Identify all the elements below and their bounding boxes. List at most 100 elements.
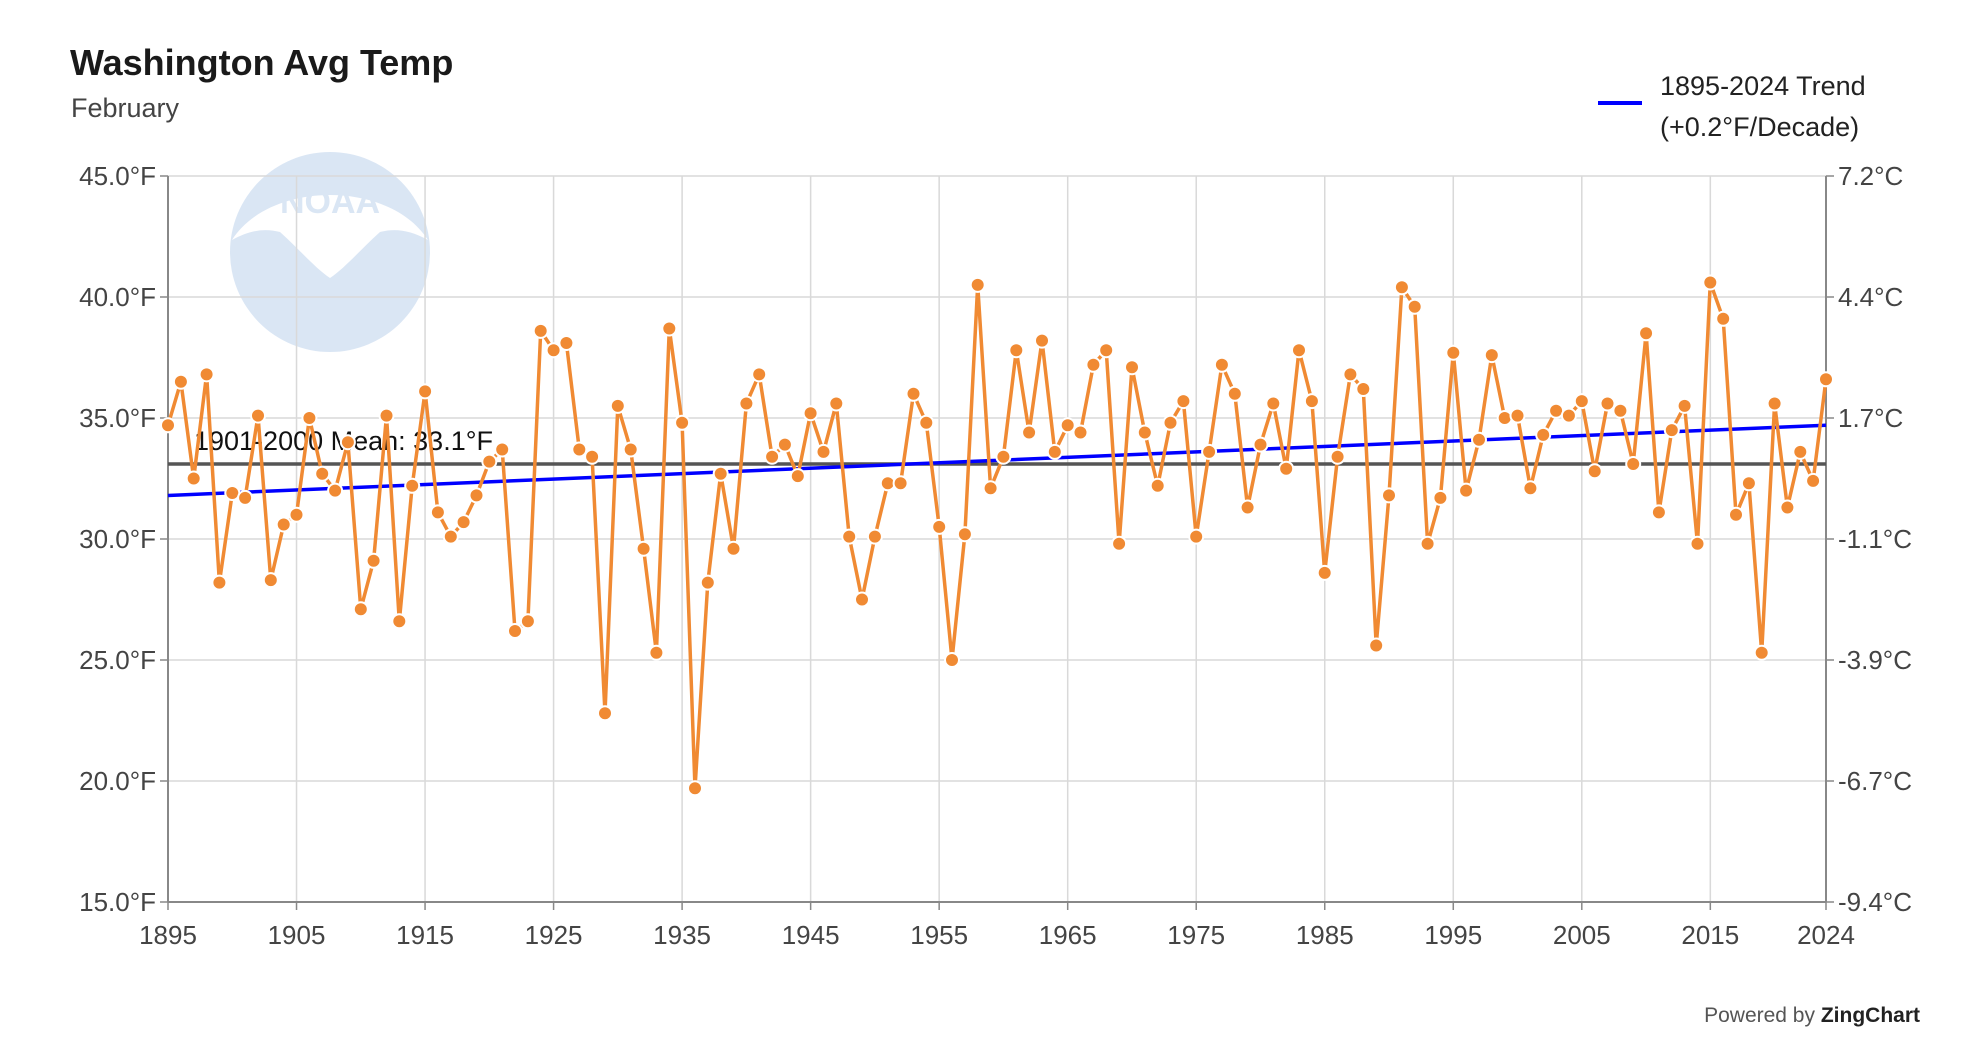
y-tick-label: 15.0°F [79, 887, 156, 917]
data-point [699, 574, 716, 591]
data-point [1085, 356, 1102, 373]
data-point [455, 514, 472, 531]
data-point [1419, 535, 1436, 552]
data-point [815, 443, 832, 460]
data-point [1239, 499, 1256, 516]
data-point [378, 407, 395, 424]
data-point [545, 342, 562, 359]
data-point [1213, 356, 1230, 373]
temperature-series-line [166, 280, 1828, 791]
data-point [1805, 472, 1822, 489]
data-point [1663, 422, 1680, 439]
data-point [1355, 381, 1372, 397]
data-point [1766, 395, 1783, 412]
data-point [648, 644, 665, 661]
data-point [1522, 480, 1539, 497]
data-point [982, 480, 999, 497]
data-point [944, 652, 960, 668]
data-point [172, 373, 189, 390]
data-point [776, 436, 793, 453]
data-point [160, 417, 176, 434]
data-point [1149, 477, 1166, 494]
data-point [327, 482, 344, 499]
data-point [1445, 344, 1462, 361]
data-point [558, 335, 575, 351]
x-tick-label: 1925 [525, 920, 583, 950]
data-point [250, 407, 266, 424]
data-point [1034, 332, 1050, 349]
x-tick-label: 2024 [1797, 920, 1855, 950]
data-point [905, 385, 922, 402]
data-point [1432, 489, 1449, 506]
legend-line-2: (+0.2°F/Decade) [1660, 112, 1860, 142]
data-point [597, 705, 613, 722]
data-point [507, 623, 523, 639]
data-point [1753, 644, 1770, 661]
data-point [751, 366, 768, 383]
y-tick-label: 35.0°F [79, 403, 156, 433]
x-tick-label: 1975 [1167, 920, 1225, 950]
y2-tick-label: -6.7°C [1838, 766, 1912, 796]
y-tick-label: 40.0°F [79, 282, 156, 312]
legend-line-1: 1895-2024 Trend [1660, 71, 1866, 101]
data-point [661, 320, 678, 337]
data-point [468, 487, 485, 504]
data-point [1535, 426, 1552, 443]
data-point [1650, 504, 1667, 521]
data-point [764, 448, 781, 465]
data-point [262, 572, 279, 589]
data-point [1625, 456, 1642, 472]
x-tick-label: 1945 [782, 920, 840, 950]
data-point [1728, 506, 1744, 523]
data-point [1406, 298, 1423, 315]
data-point [1702, 274, 1719, 291]
data-point [725, 540, 742, 557]
data-point [931, 518, 948, 535]
data-point [1291, 342, 1307, 359]
data-point [892, 475, 909, 492]
data-point [1368, 637, 1385, 654]
data-point [494, 441, 511, 458]
data-point [866, 528, 883, 545]
data-point [1381, 487, 1397, 504]
x-tick-label: 1905 [268, 920, 326, 950]
data-point [571, 441, 588, 458]
data-point [1021, 424, 1038, 441]
data-point [828, 395, 845, 412]
data-point [1303, 393, 1320, 410]
y-tick-label: 20.0°F [79, 766, 156, 796]
data-point [1393, 279, 1410, 296]
powered-by[interactable]: Powered by ZingChart [1704, 1004, 1920, 1028]
chart-title: Washington Avg Temp [70, 42, 454, 83]
data-point [1471, 431, 1487, 448]
data-point [339, 434, 356, 451]
x-tick-label: 1965 [1039, 920, 1097, 950]
data-point [584, 448, 601, 465]
trend-legend-swatch [1598, 101, 1642, 105]
series-layer [160, 274, 1834, 797]
data-point [1342, 366, 1359, 383]
data-point [1111, 535, 1128, 552]
data-point [1818, 371, 1834, 388]
data-point [1175, 393, 1192, 410]
powered-prefix: Powered by [1704, 1004, 1815, 1027]
data-point [519, 613, 536, 630]
data-point [288, 506, 305, 523]
data-point [854, 591, 870, 608]
data-point [1740, 475, 1757, 492]
y-tick-label: 45.0°F [79, 161, 156, 191]
y2-tick-label: 4.4°C [1838, 282, 1903, 312]
data-point [365, 552, 382, 569]
data-point [622, 441, 639, 458]
data-point [609, 397, 626, 414]
axes: 15.0°F -9.4°C 20.0°F -6.7°C 25.0°F -3.9°C 30.0… [79, 161, 1912, 950]
data-point [841, 528, 858, 545]
x-tick-label: 1985 [1296, 920, 1354, 950]
noaa-watermark-text: NOAA [280, 183, 380, 221]
data-point [1008, 342, 1025, 359]
data-point [956, 526, 973, 543]
data-point [237, 489, 254, 506]
data-point [1226, 385, 1243, 402]
x-tick-label: 2015 [1681, 920, 1739, 950]
